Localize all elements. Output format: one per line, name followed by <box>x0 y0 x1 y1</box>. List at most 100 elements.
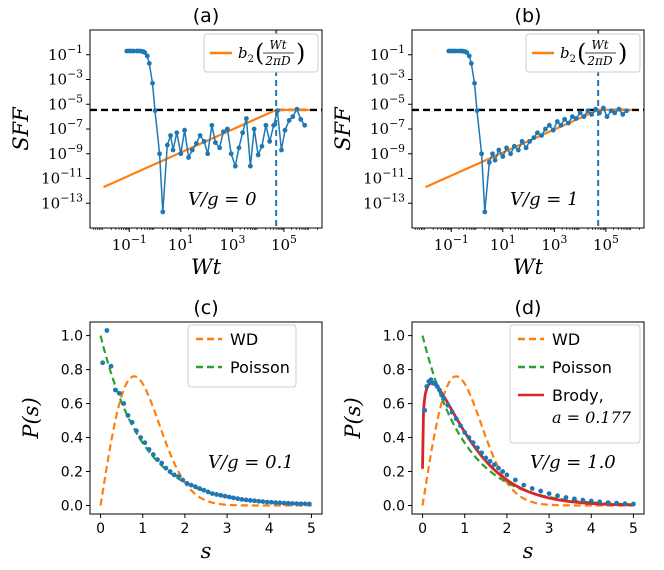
data-point <box>458 423 463 429</box>
x-axis-label: s <box>201 539 212 563</box>
y-tick-label: 10−1 <box>370 43 405 64</box>
data-point <box>470 440 476 446</box>
data-point <box>247 163 253 169</box>
y-tick-label: 10−5 <box>370 92 405 113</box>
data-point <box>205 489 211 495</box>
data-point <box>290 501 295 506</box>
data-point <box>224 126 230 132</box>
legend-box <box>525 33 641 73</box>
data-point <box>285 500 291 506</box>
data-point <box>490 151 495 157</box>
data-point <box>500 154 506 159</box>
data-point <box>620 112 626 117</box>
data-point <box>168 133 173 138</box>
y-tick-label: 0.6 <box>383 397 405 413</box>
x-tick-label: 0 <box>418 521 427 537</box>
plot-area <box>99 328 312 507</box>
y-tick-label: 0.8 <box>61 363 83 379</box>
data-point <box>563 495 569 500</box>
data-point <box>508 151 513 157</box>
legend-paren: ( <box>577 39 586 67</box>
data-point <box>146 60 152 66</box>
data-point <box>482 209 488 215</box>
data-point <box>512 477 518 483</box>
data-point <box>171 472 177 478</box>
data-point <box>186 155 191 160</box>
data-point <box>302 501 308 507</box>
data-point <box>217 145 223 151</box>
data-point <box>279 147 284 153</box>
y-axis-label: SFF <box>331 106 355 151</box>
data-point <box>622 501 628 507</box>
panel-c: (c) 0 1 2 3 4 5 0.0 0.2 0.4 0.6 0.8 1.0 s P(s) V/g = 0.… <box>19 297 323 563</box>
data-point <box>529 486 535 491</box>
data-point <box>543 126 548 132</box>
data-point <box>601 105 606 111</box>
data-point <box>108 363 114 369</box>
data-point <box>569 114 575 120</box>
data-point <box>496 465 501 471</box>
data-point <box>240 130 246 136</box>
data-point <box>138 435 144 440</box>
legend-label: Brody, <box>552 386 604 405</box>
data-point <box>157 151 162 157</box>
x-tick-label: 3 <box>223 521 232 537</box>
data-point <box>277 500 283 506</box>
panel-title: (b) <box>515 5 542 27</box>
legend-label-2: a = 0.177 <box>552 408 632 427</box>
data-point <box>235 496 241 502</box>
data-point <box>178 151 184 157</box>
data-point <box>282 127 288 133</box>
y-axis-label: P(s) <box>341 397 365 439</box>
data-point <box>100 360 106 366</box>
axes-frame <box>89 321 323 515</box>
axes-frame <box>411 29 645 229</box>
panel-title: (d) <box>515 297 542 319</box>
data-point <box>144 53 150 59</box>
data-point <box>164 142 170 148</box>
data-point <box>159 460 165 466</box>
data-point <box>614 500 619 506</box>
data-point <box>170 147 176 153</box>
legend-box <box>187 324 297 388</box>
data-point <box>294 501 300 507</box>
data-point <box>252 498 257 504</box>
data-point <box>294 106 300 112</box>
data-point <box>572 496 577 502</box>
data-point <box>228 151 234 157</box>
legend-frac-den: 2πD <box>264 54 291 68</box>
data-point <box>218 492 224 498</box>
series-wd-line <box>99 375 312 507</box>
annotation: V/g = 0.1 <box>208 452 294 473</box>
data-point <box>273 500 278 506</box>
y-tick-label: 10−7 <box>370 117 405 138</box>
data-point <box>577 110 583 116</box>
data-point <box>462 430 468 435</box>
data-point <box>483 455 489 461</box>
y-tick-label: 0.0 <box>383 499 405 515</box>
data-point <box>631 501 636 507</box>
data-point <box>422 407 428 413</box>
data-point <box>201 138 207 144</box>
data-point <box>264 499 270 505</box>
data-point <box>453 416 459 422</box>
legend-label: Poisson <box>552 358 612 377</box>
data-point <box>260 499 266 504</box>
y-tick-label: 10−1 <box>48 43 83 64</box>
x-tick-label: 101 <box>490 233 516 254</box>
data-point <box>213 140 218 145</box>
data-point <box>226 494 232 500</box>
data-point <box>492 157 498 163</box>
x-tick-label: 10−1 <box>112 233 147 254</box>
panel-b: (b) 10−1 101 103 105 10−1 10−3 10−5 10−7 10−9 10−1… <box>331 5 645 279</box>
y-tick-label: 10−7 <box>48 117 83 138</box>
y-tick-label: 0.0 <box>61 499 83 515</box>
data-point <box>511 143 517 149</box>
data-point <box>580 497 586 503</box>
data-point <box>550 127 556 133</box>
data-point <box>243 116 249 121</box>
series-wd-line <box>421 375 634 507</box>
